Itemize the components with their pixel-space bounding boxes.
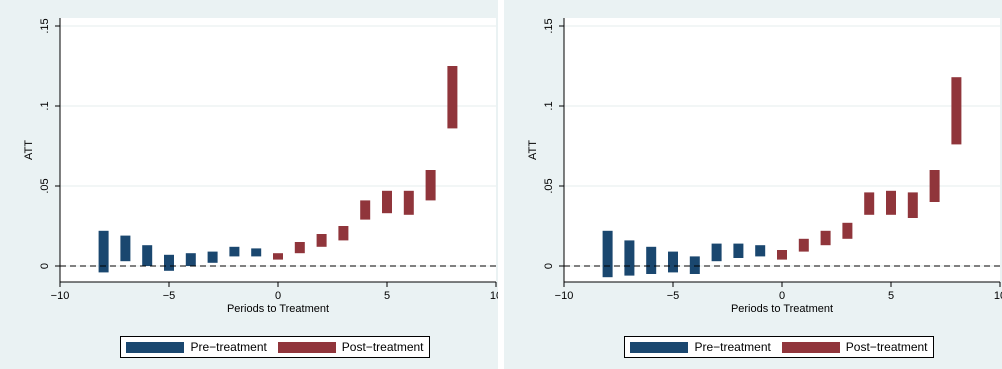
legend-swatch-pre: [630, 341, 689, 353]
x-tick-label: 5: [888, 290, 894, 302]
pre-treatment-bar: [207, 251, 218, 263]
legend-label-pre: Pre−treatment: [190, 340, 267, 354]
pre-treatment-bar: [602, 230, 613, 278]
pre-treatment-bar: [668, 251, 678, 273]
x-tick-label: −10: [51, 290, 70, 302]
pre-treatment-bar: [229, 246, 240, 257]
post-treatment-bar: [447, 66, 458, 129]
legend-right: Pre−treatment Post−treatment: [624, 336, 934, 358]
y-tick-label: .05: [543, 178, 555, 193]
y-tick-label: 0: [543, 263, 555, 269]
post-treatment-bar: [864, 192, 875, 215]
event-study-chart-left: 0 .05 .1 .15 −10 −5 0 5 10 Periods to Treatment AT…: [23, 18, 498, 315]
pre-treatment-bar: [733, 243, 744, 258]
legend-label-pre: Pre−treatment: [694, 340, 771, 354]
pre-treatment-bar: [624, 240, 635, 276]
chart-panel-right: 0 .05 .1 .15 −10 −5 0 5 10 Periods to Treatment AT…: [504, 0, 1002, 369]
post-treatment-bar: [842, 222, 853, 239]
legend-entry-post: Post−treatment: [277, 340, 424, 354]
pre-treatment-bar: [755, 245, 766, 257]
post-treatment-bar: [382, 190, 392, 214]
chart-panel-left: 0 .05 .1 .15 −10 −5 0 5 10 Periods to Treatment AT…: [0, 0, 498, 369]
post-treatment-bar: [886, 190, 896, 215]
x-tick-label: 5: [384, 290, 390, 302]
post-treatment-bar: [425, 170, 436, 201]
x-axis-title: Periods to Treatment: [731, 303, 833, 315]
pre-treatment-bar: [120, 235, 131, 262]
legend-entry-pre: Pre−treatment: [126, 340, 267, 354]
legend-left: Pre−treatment Post−treatment: [120, 336, 430, 358]
pre-treatment-bar: [646, 246, 657, 274]
post-treatment-bar: [360, 200, 371, 220]
x-tick-label: −5: [163, 290, 176, 302]
post-treatment-bar: [403, 190, 414, 215]
post-treatment-bar: [294, 242, 305, 254]
legend-label-post: Post−treatment: [341, 340, 424, 354]
post-treatment-bar: [820, 230, 831, 246]
y-tick-label: .1: [39, 101, 51, 110]
post-treatment-bar: [907, 192, 918, 218]
post-treatment-bar: [273, 253, 283, 260]
y-tick-label: .15: [39, 18, 51, 33]
plot-area: [60, 18, 496, 282]
legend-swatch-post: [781, 341, 840, 353]
pre-treatment-bar: [164, 254, 174, 271]
legend-label-post: Post−treatment: [845, 340, 928, 354]
x-tick-label: 0: [779, 290, 785, 302]
post-treatment-bar: [316, 234, 327, 247]
plot-area: [564, 18, 1000, 282]
legend-swatch-post: [277, 341, 336, 353]
x-tick-label: −10: [555, 290, 574, 302]
post-treatment-bar: [951, 77, 962, 145]
event-study-chart-right: 0 .05 .1 .15 −10 −5 0 5 10 Periods to Treatment AT…: [527, 18, 1002, 315]
x-tick-label: 10: [994, 290, 1002, 302]
legend-entry-post: Post−treatment: [781, 340, 928, 354]
legend-entry-pre: Pre−treatment: [630, 340, 771, 354]
pre-treatment-bar: [689, 256, 700, 274]
x-tick-label: 0: [275, 290, 281, 302]
y-tick-label: 0: [39, 263, 51, 269]
pre-treatment-bar: [711, 243, 722, 262]
pre-treatment-bar: [142, 245, 153, 266]
y-tick-label: .15: [543, 18, 555, 33]
x-tick-label: −5: [667, 290, 680, 302]
post-treatment-bar: [929, 170, 940, 202]
post-treatment-bar: [777, 250, 787, 260]
post-treatment-bar: [798, 238, 809, 252]
y-axis-title: ATT: [23, 140, 35, 160]
pre-treatment-bar: [251, 248, 262, 257]
y-axis-title: ATT: [527, 140, 539, 160]
x-tick-label: 10: [490, 290, 498, 302]
x-axis-title: Periods to Treatment: [227, 303, 329, 315]
post-treatment-bar: [338, 226, 349, 241]
y-tick-label: .1: [543, 101, 555, 110]
pre-treatment-bar: [185, 253, 196, 266]
pre-treatment-bar: [98, 230, 109, 273]
y-tick-label: .05: [39, 178, 51, 193]
legend-swatch-pre: [126, 341, 185, 353]
